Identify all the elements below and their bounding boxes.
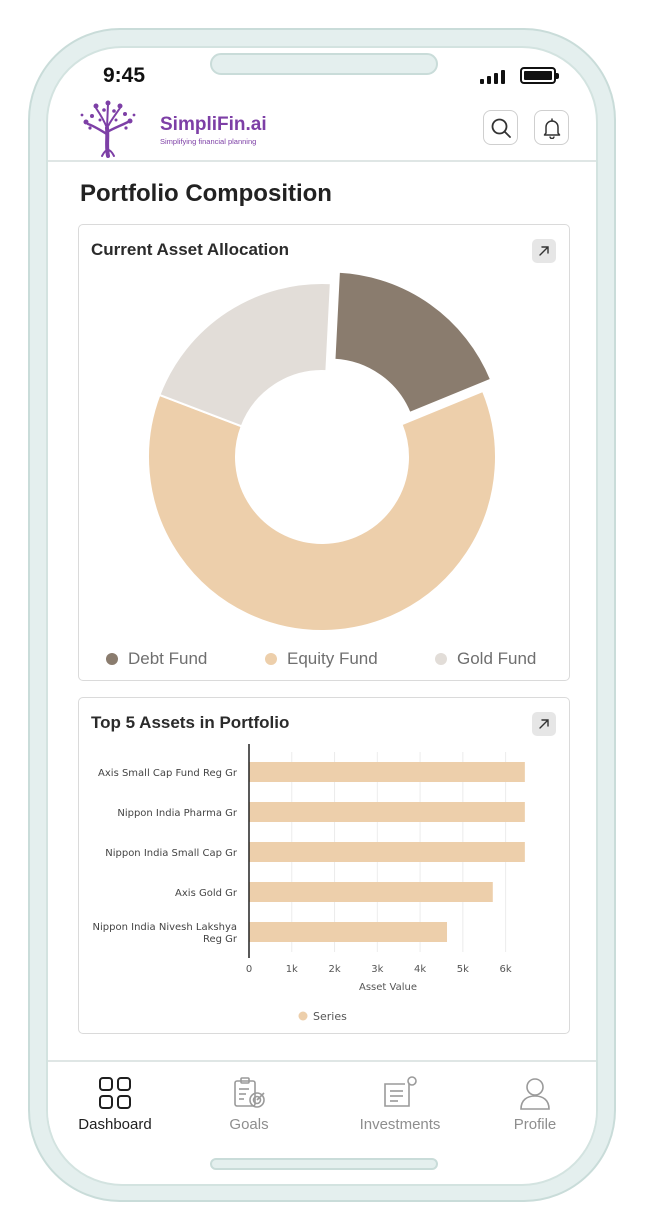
nav-item-dashboard[interactable]: Dashboard [55,1076,175,1133]
donut-slice-gold-fund[interactable] [158,282,332,428]
nav-label: Goals [229,1116,269,1133]
phone-screen: 9:45 [46,46,598,1186]
signal-icon [480,68,505,84]
legend-label: Equity Fund [287,649,378,668]
legend-label: Gold Fund [457,649,537,668]
bar[interactable] [249,922,448,942]
legend-swatch-gold [435,653,447,665]
legend-item-equity[interactable]: Equity Fund [265,649,378,669]
donut-slice-equity-fund[interactable] [147,389,497,632]
legend-swatch-equity [265,653,277,665]
arrow-up-right-icon [539,719,549,729]
card-title: Top 5 Assets in Portfolio [91,713,290,732]
nav-item-goals[interactable]: Goals [189,1076,309,1133]
profile-icon [520,1078,550,1110]
y-category-label: Reg Gr [203,934,238,945]
investments-icon [384,1076,417,1107]
brand-logo[interactable]: SimpliFin.ai Simplifying financial plann… [78,100,267,158]
nav-item-profile[interactable]: Profile [475,1076,595,1133]
card-title: Current Asset Allocation [91,240,290,259]
y-category-label: Nippon India Small Cap Gr [105,848,238,859]
legend-item-debt[interactable]: Debt Fund [106,649,207,669]
phone-notch [210,53,438,75]
legend-swatch [298,1011,308,1021]
x-tick-label: 3k [371,964,383,975]
y-category-label: Axis Small Cap Fund Reg Gr [98,768,238,779]
legend-label[interactable]: Series [313,1010,347,1023]
nav-label: Dashboard [78,1116,152,1133]
home-indicator[interactable] [210,1158,438,1170]
legend-swatch-debt [106,653,118,665]
legend-label: Debt Fund [128,649,208,668]
y-category-label: Nippon India Nivesh Lakshya [93,922,237,933]
brand-name: SimpliFin.ai [160,114,267,135]
page-title: Portfolio Composition [80,180,332,207]
allocation-legend: Debt Fund Equity Fund Gold Fund [79,649,569,673]
top-assets-bar-chart: 0 1k 2k 3k 4k 5k 6k Axis Small Cap Fund Reg Gr N… [93,744,525,1023]
status-time: 9:45 [103,64,146,87]
search-button[interactable] [483,110,518,145]
nav-label: Profile [513,1116,557,1133]
y-category-label: Axis Gold Gr [175,888,238,899]
arrow-up-right-icon [539,246,549,256]
bar[interactable] [249,802,525,822]
legend-item-gold[interactable]: Gold Fund [435,649,536,669]
x-tick-label: 0 [246,964,252,975]
nav-label: Investments [359,1116,441,1133]
x-tick-label: 1k [286,964,298,975]
x-tick-label: 4k [414,964,426,975]
x-tick-label: 5k [457,964,469,975]
top-assets-card: Top 5 Assets in Portfolio 0 1k 2k 3k 4k 5k 6k A… [78,697,570,1034]
goals-icon [234,1077,265,1108]
expand-assets-button[interactable] [532,712,556,736]
notifications-button[interactable] [534,110,569,145]
search-icon [491,118,511,138]
app-header: SimpliFin.ai Simplifying financial plann… [48,98,596,162]
y-category-label: Nippon India Pharma Gr [117,808,238,819]
tree-logo-icon [80,100,136,158]
battery-icon [520,67,559,84]
bar[interactable] [249,842,525,862]
x-axis-label: Asset Value [359,982,417,993]
bell-icon [543,117,560,139]
donut-slice-debt-fund[interactable] [333,270,493,415]
x-tick-label: 6k [500,964,512,975]
nav-item-investments[interactable]: Investments [340,1076,460,1133]
grid-icon [99,1077,131,1109]
x-tick-label: 2k [328,964,340,975]
bar[interactable] [249,882,493,902]
brand-tagline: Simplifying financial planning [160,137,257,146]
asset-allocation-card: Current Asset Allocation Debt Fund Equit… [78,224,570,681]
allocation-donut-chart [147,270,497,632]
expand-allocation-button[interactable] [532,239,556,263]
bar[interactable] [249,762,525,782]
bottom-navigation: Dashboard Goals [48,1060,596,1150]
